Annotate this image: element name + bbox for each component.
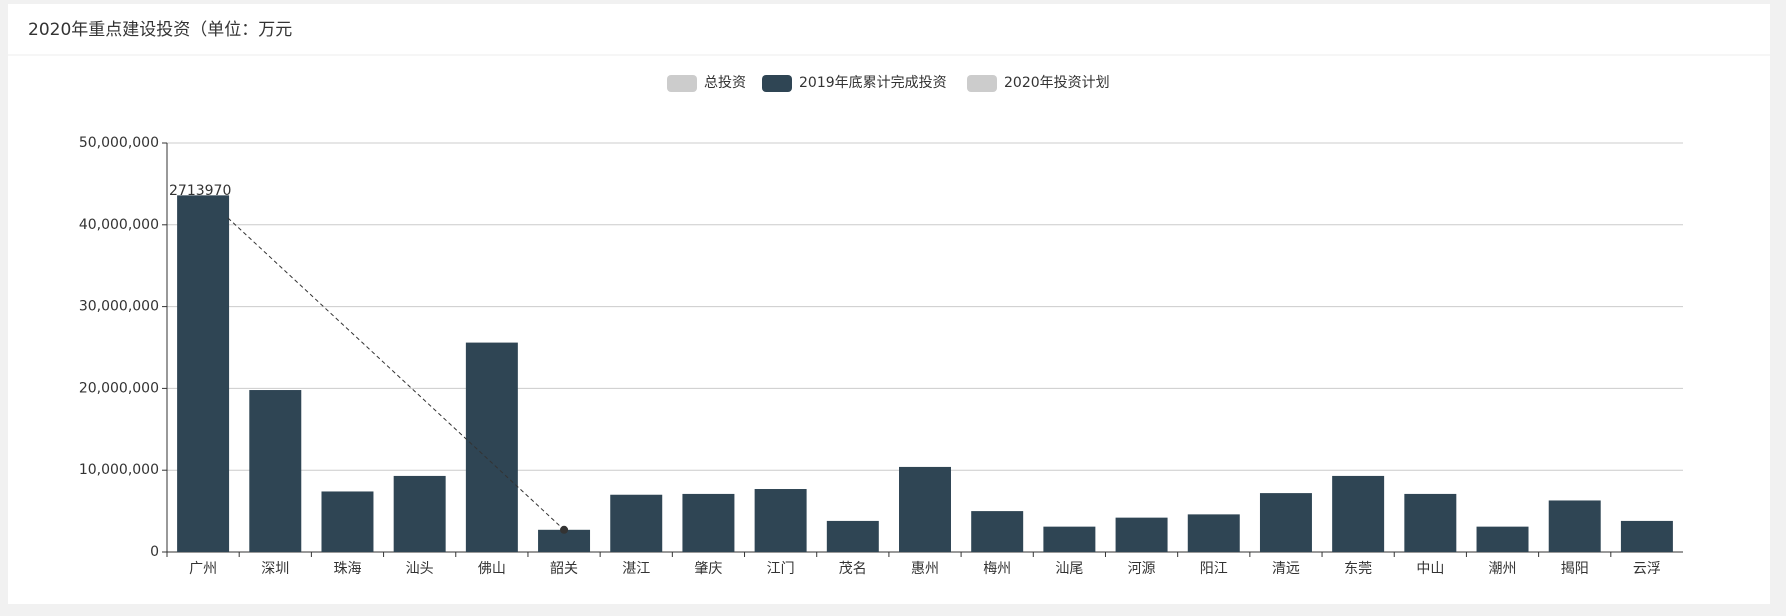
x-tick-label: 深圳 [261, 561, 289, 577]
x-tick-label: 梅州 [983, 561, 1011, 577]
legend-label: 2020年投资计划 [1004, 75, 1110, 91]
bar [465, 342, 518, 552]
bar [1115, 517, 1168, 552]
x-tick-label: 潮州 [1489, 561, 1517, 577]
bar [249, 390, 302, 552]
bar [1259, 493, 1312, 552]
bar [1187, 514, 1240, 552]
bar [1476, 526, 1529, 552]
bar [610, 494, 663, 552]
y-tick-label: 40,000,000 [79, 217, 159, 233]
x-tick-label: 东莞 [1344, 561, 1372, 577]
bar [754, 489, 807, 552]
x-tick-label: 中山 [1416, 561, 1444, 577]
y-tick-label: 20,000,000 [79, 380, 159, 396]
y-tick-label: 30,000,000 [79, 299, 159, 315]
bar [826, 520, 879, 552]
x-tick-label: 汕头 [406, 561, 434, 577]
x-tick-label: 湛江 [622, 561, 650, 577]
annotation-label: 2713970 [169, 183, 231, 199]
x-tick-label: 珠海 [333, 561, 361, 577]
x-tick-label: 清远 [1272, 561, 1300, 577]
bar [393, 475, 446, 552]
x-tick-label: 肇庆 [694, 561, 722, 577]
x-tick-label: 佛山 [478, 561, 506, 577]
bar [1620, 520, 1673, 552]
bar [971, 511, 1024, 552]
x-tick-label: 汕尾 [1055, 561, 1083, 577]
y-tick-label: 50,000,000 [79, 135, 159, 151]
legend-swatch [762, 75, 792, 92]
bar [899, 466, 951, 552]
legend-label: 2019年底累计完成投资 [799, 75, 947, 91]
y-tick-label: 0 [150, 544, 159, 560]
x-tick-label: 韶关 [550, 561, 578, 577]
y-tick-label: 10,000,000 [79, 462, 159, 478]
x-tick-label: 阳江 [1200, 561, 1228, 577]
x-tick-label: 揭阳 [1561, 561, 1589, 577]
x-tick-label: 茂名 [839, 560, 867, 577]
bar [321, 491, 374, 552]
x-tick-label: 云浮 [1633, 561, 1661, 577]
x-tick-label: 河源 [1128, 561, 1156, 577]
bar [682, 493, 735, 552]
card [8, 4, 1770, 604]
bar [1548, 500, 1601, 552]
x-tick-label: 广州 [189, 561, 217, 577]
bar [1404, 493, 1457, 552]
chart-title: 2020年重点建设投资（单位：万元 [28, 20, 292, 40]
annotation-dot [560, 525, 569, 534]
legend-swatch [667, 75, 697, 92]
bar [1043, 526, 1096, 552]
bar [1332, 475, 1385, 552]
bar [538, 529, 591, 552]
x-tick-label: 惠州 [911, 561, 939, 577]
bar [177, 195, 230, 553]
x-tick-label: 江门 [767, 561, 795, 577]
legend-label: 总投资 [704, 75, 746, 91]
legend-swatch [967, 75, 997, 92]
